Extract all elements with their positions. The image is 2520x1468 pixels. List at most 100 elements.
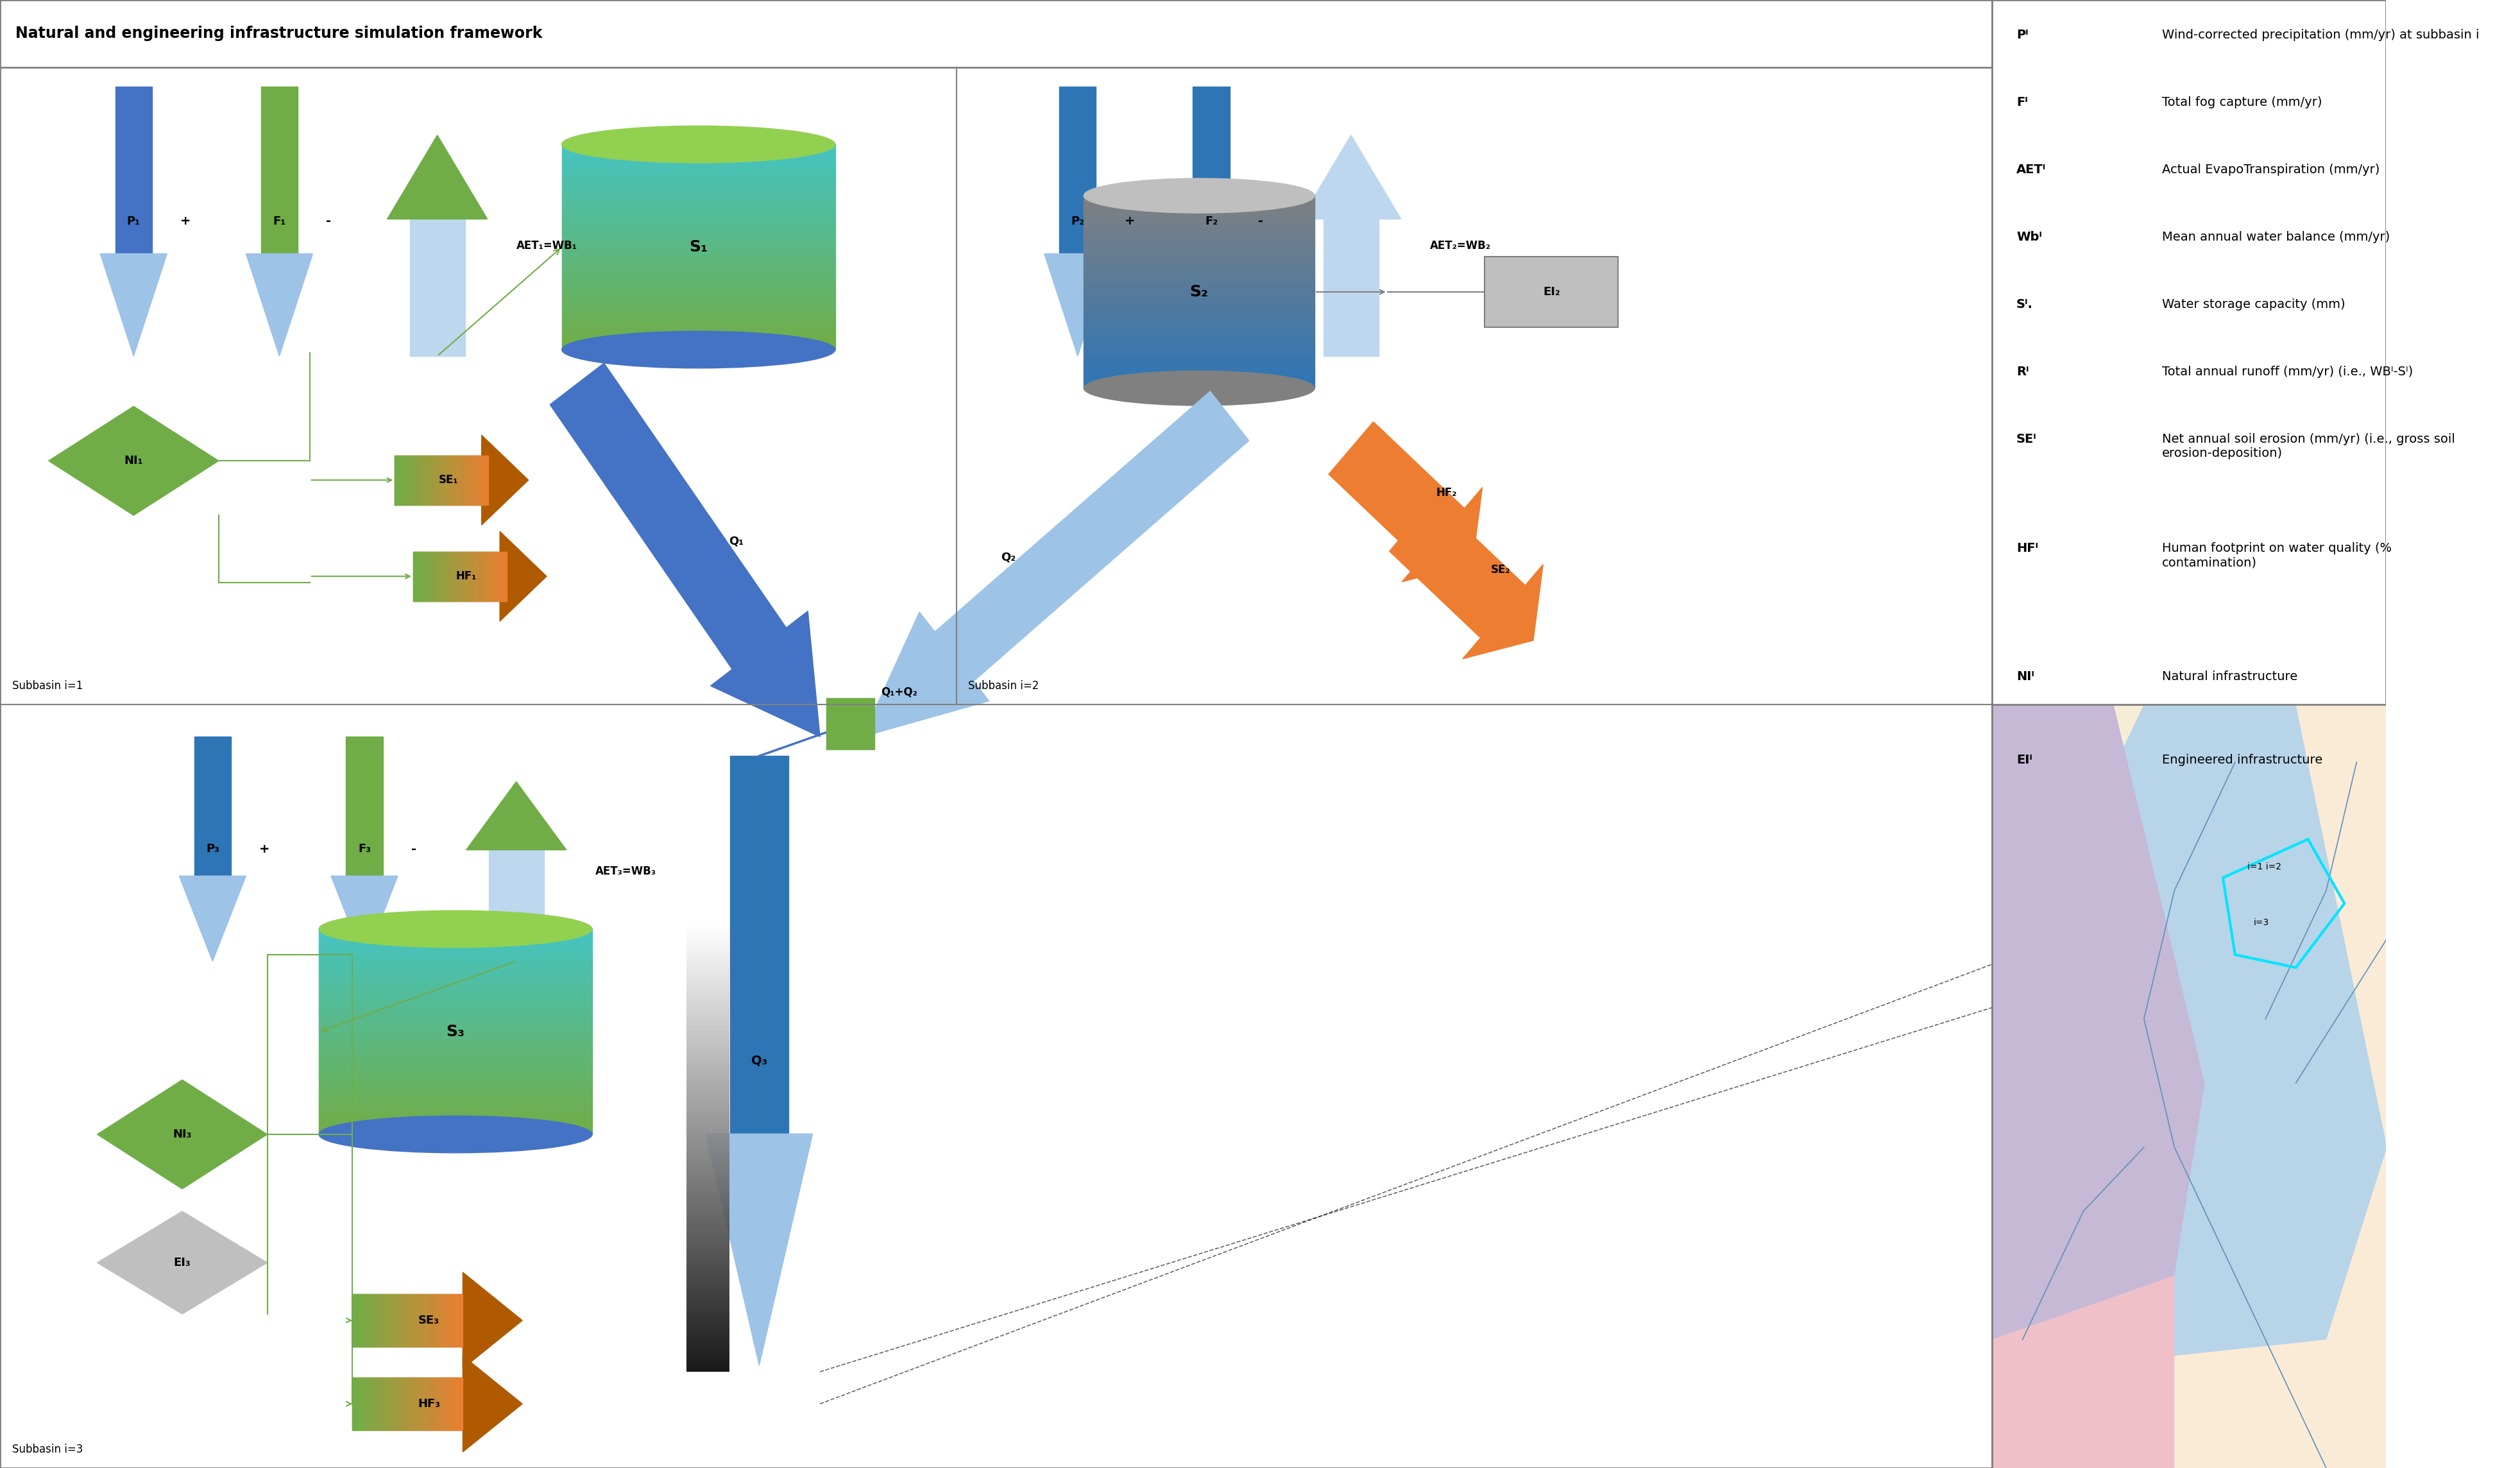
- Bar: [451, 1377, 456, 1430]
- Bar: [423, 552, 426, 600]
- Bar: [1084, 336, 1315, 344]
- Bar: [446, 455, 451, 505]
- Bar: [411, 219, 464, 357]
- Text: Q₁: Q₁: [728, 536, 743, 546]
- Bar: [320, 1072, 592, 1079]
- Bar: [456, 455, 461, 505]
- Polygon shape: [1300, 135, 1401, 219]
- Bar: [320, 1120, 592, 1127]
- Bar: [368, 1377, 375, 1430]
- Bar: [1084, 220, 1315, 228]
- Polygon shape: [862, 612, 988, 737]
- Bar: [562, 314, 834, 323]
- Text: Wind-corrected precipitation (mm/yr) at subbasin i: Wind-corrected precipitation (mm/yr) at …: [2162, 29, 2480, 41]
- Bar: [562, 267, 834, 275]
- Text: SE₁: SE₁: [438, 474, 459, 486]
- Bar: [381, 1377, 386, 1430]
- Polygon shape: [101, 254, 166, 357]
- Bar: [428, 455, 433, 505]
- Polygon shape: [2024, 705, 2386, 1371]
- Bar: [408, 1377, 413, 1430]
- Bar: [1084, 214, 1315, 222]
- Bar: [403, 455, 408, 505]
- Bar: [562, 198, 834, 206]
- Text: NI₁: NI₁: [123, 455, 144, 467]
- Bar: [363, 1293, 368, 1348]
- Bar: [320, 984, 592, 991]
- Bar: [451, 1293, 456, 1348]
- Bar: [562, 342, 834, 349]
- Bar: [320, 1010, 592, 1017]
- Bar: [413, 552, 418, 600]
- Bar: [1993, 705, 2386, 1468]
- Bar: [461, 455, 464, 505]
- Bar: [469, 455, 474, 505]
- Bar: [320, 1092, 592, 1100]
- Text: +: +: [181, 216, 192, 228]
- Bar: [562, 192, 834, 200]
- Bar: [562, 213, 834, 220]
- Bar: [116, 87, 151, 254]
- Bar: [320, 1025, 592, 1032]
- Bar: [441, 455, 446, 505]
- Bar: [320, 1113, 592, 1120]
- Text: Rᴵ: Rᴵ: [2016, 366, 2029, 377]
- Bar: [431, 552, 436, 600]
- Bar: [1084, 272, 1315, 279]
- Text: EI₂: EI₂: [1542, 286, 1560, 298]
- Bar: [1084, 323, 1315, 330]
- Bar: [562, 252, 834, 261]
- Bar: [353, 1377, 464, 1430]
- Bar: [375, 1377, 381, 1430]
- Bar: [320, 1045, 592, 1053]
- Text: Water storage capacity (mm): Water storage capacity (mm): [2162, 298, 2346, 311]
- Bar: [320, 976, 592, 984]
- Bar: [1084, 201, 1315, 208]
- Bar: [436, 552, 441, 600]
- Bar: [423, 455, 428, 505]
- Bar: [396, 1377, 403, 1430]
- Text: Actual EvapoTranspiration (mm/yr): Actual EvapoTranspiration (mm/yr): [2162, 163, 2379, 176]
- Bar: [562, 335, 834, 344]
- Text: Mean annual water balance (mm/yr): Mean annual water balance (mm/yr): [2162, 230, 2389, 244]
- Bar: [456, 552, 459, 600]
- Ellipse shape: [562, 126, 834, 163]
- Text: Sᴵ.: Sᴵ.: [2016, 298, 2034, 311]
- Bar: [320, 989, 592, 997]
- Text: -: -: [1257, 216, 1263, 228]
- Bar: [731, 756, 789, 1133]
- Bar: [391, 1377, 396, 1430]
- Bar: [451, 552, 456, 600]
- Ellipse shape: [1084, 371, 1315, 405]
- Bar: [428, 1377, 436, 1430]
- Polygon shape: [1993, 1276, 2175, 1468]
- Text: Subbasin i=2: Subbasin i=2: [968, 680, 1038, 691]
- Bar: [562, 329, 834, 336]
- Text: Subbasin i=3: Subbasin i=3: [13, 1443, 83, 1455]
- Bar: [403, 1377, 408, 1430]
- Bar: [562, 247, 834, 254]
- Polygon shape: [711, 611, 819, 737]
- Bar: [1084, 208, 1315, 214]
- Text: Pᴵ: Pᴵ: [2016, 29, 2029, 41]
- Bar: [827, 699, 874, 750]
- Bar: [1084, 363, 1315, 368]
- Bar: [391, 1293, 396, 1348]
- Bar: [320, 963, 592, 970]
- Text: Human footprint on water quality (%
contamination): Human footprint on water quality (% cont…: [2162, 542, 2391, 568]
- Bar: [1084, 266, 1315, 273]
- Bar: [413, 552, 499, 600]
- Polygon shape: [481, 435, 529, 526]
- Text: HF₂: HF₂: [1436, 487, 1457, 499]
- Bar: [484, 552, 489, 600]
- Bar: [456, 1293, 464, 1348]
- Bar: [194, 737, 232, 876]
- Bar: [496, 552, 501, 600]
- Bar: [562, 178, 834, 185]
- Text: SEᴵ: SEᴵ: [2016, 433, 2036, 445]
- Bar: [1084, 368, 1315, 376]
- Bar: [441, 1377, 446, 1430]
- Bar: [562, 294, 834, 302]
- Bar: [1084, 260, 1315, 266]
- Bar: [418, 1293, 423, 1348]
